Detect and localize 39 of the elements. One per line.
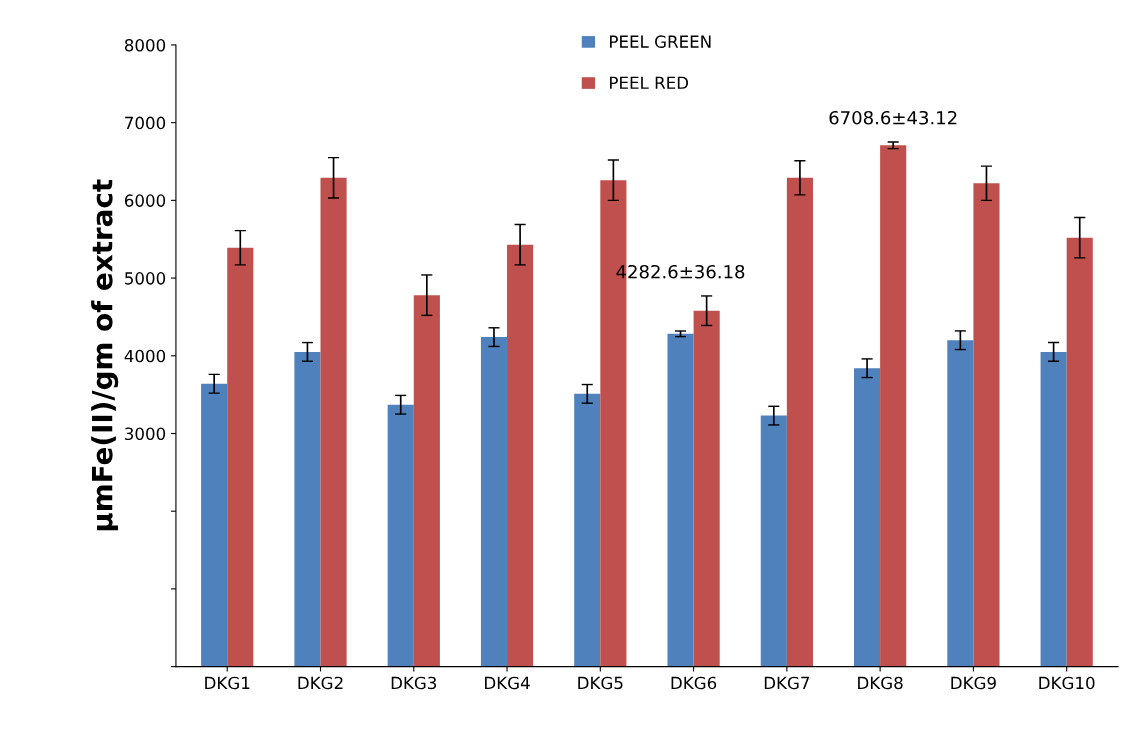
bar	[507, 244, 534, 667]
bar	[667, 333, 694, 667]
bar	[786, 177, 813, 667]
x-tick-label: DKG9	[951, 676, 996, 690]
bar	[201, 383, 228, 667]
bar	[574, 393, 601, 667]
x-tick-label: DKG7	[764, 676, 810, 690]
x-tick-label: DKG8	[858, 676, 903, 690]
y-axis-title: µmFe(II)/gm of extract	[91, 179, 119, 531]
y-tick-label: 3000	[125, 427, 166, 441]
x-tick-label: DKG3	[391, 676, 437, 690]
y-tick-label: 5000	[125, 272, 166, 285]
x-tick-label: DKG10	[1039, 676, 1095, 690]
bar	[320, 177, 347, 667]
data-label: 6708.6±43.12	[829, 110, 957, 125]
bar	[880, 145, 907, 667]
y-tick-label: 4000	[124, 349, 166, 363]
y-tick-label: 7000	[125, 116, 166, 130]
bar	[854, 368, 881, 667]
x-tick-label: DKG1	[205, 676, 250, 690]
bar	[227, 247, 254, 667]
x-tick-label: DKG2	[298, 676, 343, 690]
bar	[1066, 237, 1093, 667]
x-tick-label: DKG6	[671, 676, 717, 690]
y-tick-label: 8000	[124, 38, 166, 52]
bar	[294, 351, 321, 667]
bar	[480, 337, 508, 667]
y-tick-label: 6000	[124, 194, 166, 207]
legend-label: PEEL GREEN	[610, 35, 711, 48]
bar	[760, 415, 787, 667]
legend-label: PEEL RED	[610, 76, 689, 89]
bar	[947, 340, 974, 667]
bar	[973, 183, 1000, 667]
bar	[387, 404, 414, 667]
bar	[1040, 351, 1067, 667]
bar	[413, 295, 440, 667]
x-tick-label: DKG4	[485, 676, 530, 690]
bar	[693, 310, 720, 667]
x-tick-label: DKG5	[578, 676, 623, 690]
